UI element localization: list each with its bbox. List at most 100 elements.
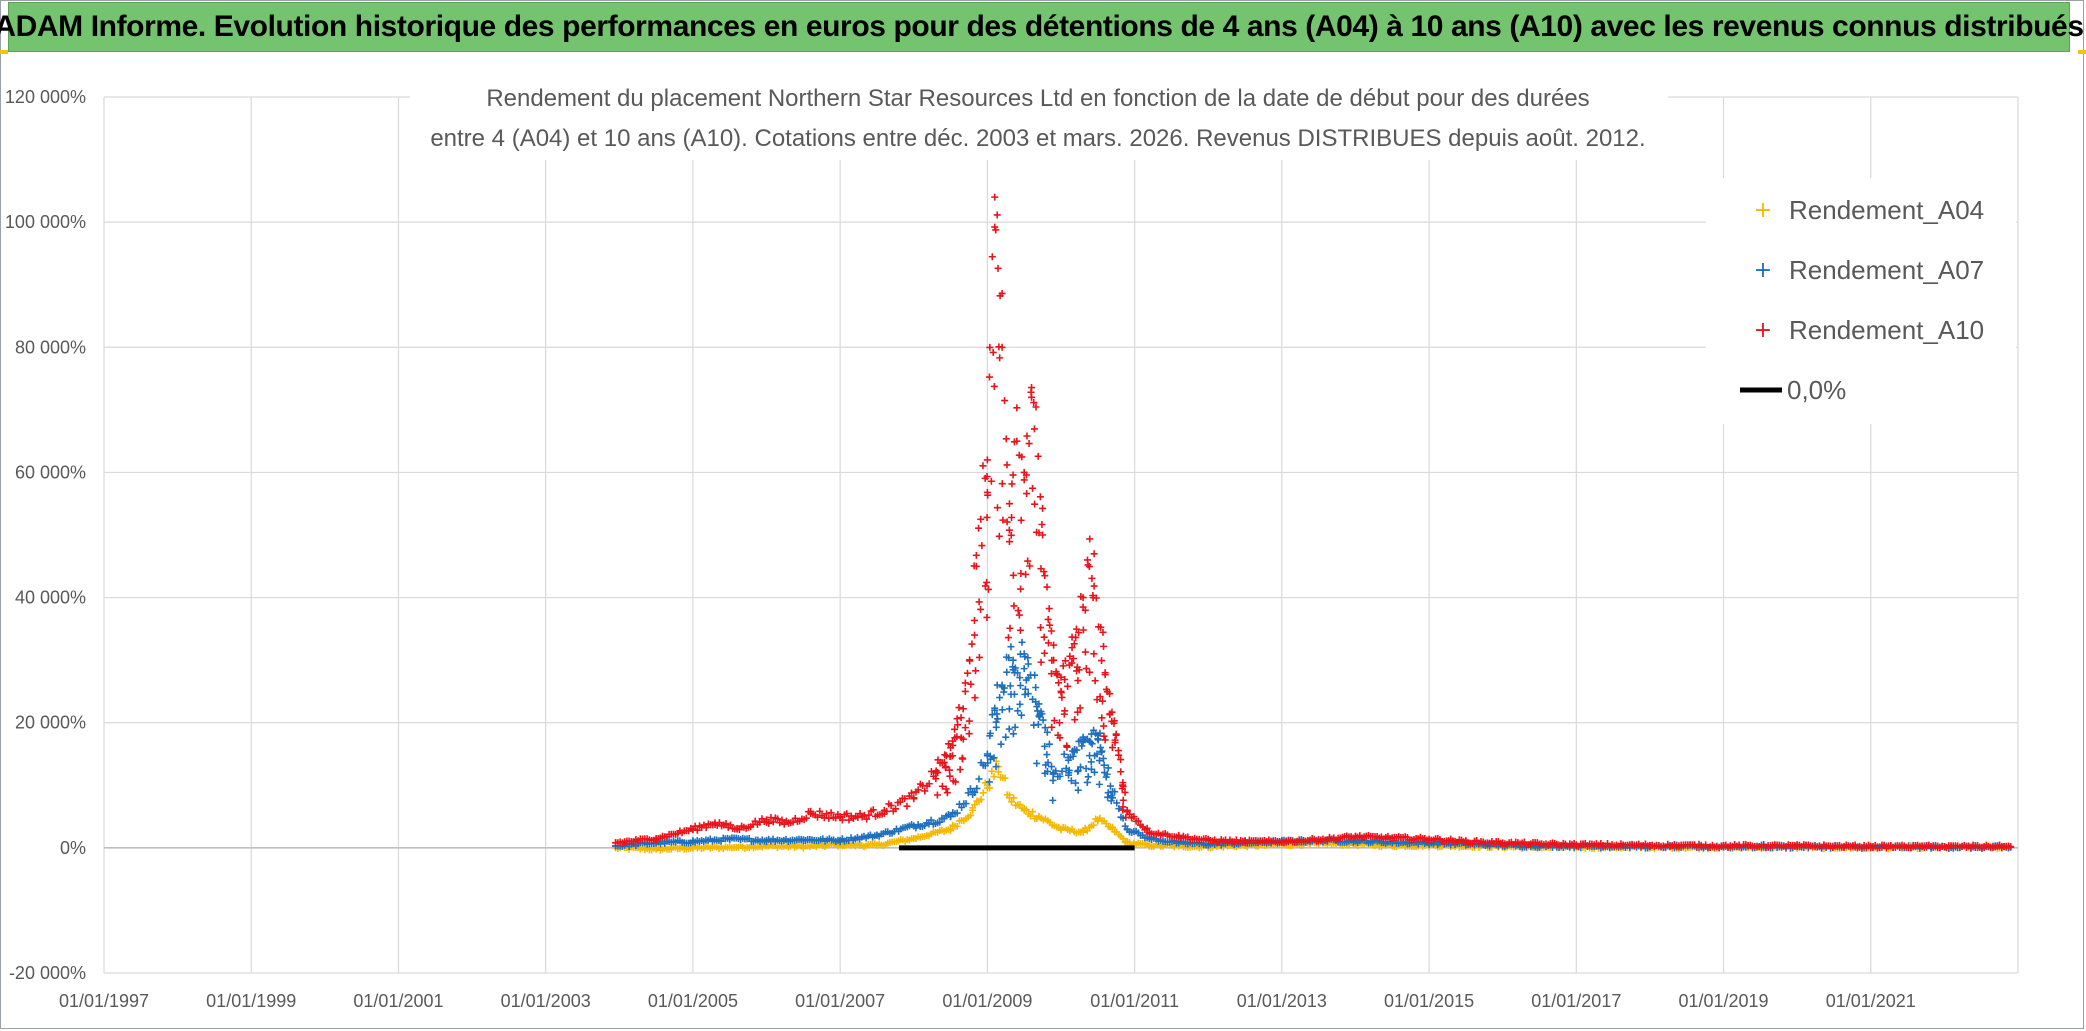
marker-a07 (1044, 759, 1052, 767)
marker-a07 (1024, 654, 1032, 662)
marker-a10 (774, 815, 782, 823)
marker-a10 (1050, 641, 1058, 649)
marker-a10 (1053, 670, 1061, 678)
marker-a10 (863, 815, 871, 823)
marker-a04 (966, 811, 974, 819)
marker-a07 (975, 775, 983, 783)
marker-a10-point (733, 825, 741, 833)
marker-a10 (1026, 562, 1034, 570)
marker-a10 (1057, 673, 1065, 681)
marker-a07 (1074, 786, 1082, 794)
marker-a07 (1003, 668, 1011, 676)
marker-a10-point (998, 343, 1006, 351)
marker-a07 (998, 706, 1006, 714)
marker-a10 (1014, 607, 1022, 615)
marker-a10 (726, 821, 734, 829)
marker-a07 (1045, 740, 1053, 748)
marker-a07 (1016, 700, 1024, 708)
marker-a10 (816, 807, 824, 815)
marker-a10-point (1050, 656, 1058, 664)
marker-a10-point (1079, 594, 1087, 602)
x-tick-label: 01/01/1999 (206, 991, 296, 1011)
marker-a10 (1004, 634, 1012, 642)
marker-a10-point (1204, 836, 1212, 844)
marker-a10 (959, 705, 967, 713)
marker-a04-point (726, 843, 734, 851)
marker-a07 (1049, 776, 1057, 784)
marker-a07 (1011, 664, 1019, 672)
marker-a10 (1028, 384, 1036, 392)
marker-a10 (1060, 710, 1068, 718)
marker-a10 (1005, 526, 1013, 534)
marker-a07 (1020, 665, 1028, 673)
marker-a04-point (1005, 794, 1013, 802)
x-tick-label: 01/01/2019 (1678, 991, 1768, 1011)
marker-a07-point (1035, 700, 1043, 708)
marker-a07 (1005, 705, 1013, 713)
marker-a10 (964, 669, 972, 677)
marker-a10 (865, 811, 873, 819)
marker-a07 (1082, 764, 1090, 772)
marker-a10 (1061, 676, 1069, 684)
marker-a10 (1048, 723, 1056, 731)
marker-a07 (1083, 778, 1091, 786)
marker-a10 (998, 480, 1006, 488)
marker-a10 (979, 462, 987, 470)
marker-a07 (1091, 768, 1099, 776)
marker-a10 (887, 802, 895, 810)
marker-a07-point (1094, 731, 1102, 739)
marker-a10-point (858, 813, 866, 821)
y-tick-label: 80 000% (15, 337, 86, 357)
marker-a07-point (998, 681, 1006, 689)
marker-a07 (1096, 757, 1104, 765)
marker-a07-point (1050, 769, 1058, 777)
marker-a10 (1085, 563, 1093, 571)
legend-marker-a10: + (1754, 318, 1772, 343)
marker-a10 (1134, 817, 1142, 825)
marker-a07-point (836, 836, 844, 844)
y-tick-label: 100 000% (5, 212, 86, 232)
marker-a10-point (1068, 644, 1076, 652)
marker-a07 (1058, 767, 1066, 775)
marker-a10 (1106, 711, 1114, 719)
marker-a10 (1010, 602, 1018, 610)
corner-accent-left (0, 50, 8, 54)
marker-a10-point (2007, 843, 2015, 851)
marker-a10-point (1499, 839, 1507, 847)
marker-a10 (1111, 739, 1119, 747)
marker-a10 (1018, 453, 1026, 461)
marker-a07 (1077, 763, 1084, 771)
marker-a10-point (910, 794, 918, 802)
x-tick-label: 01/01/2007 (795, 991, 885, 1011)
marker-a10 (975, 524, 983, 532)
marker-a07-point (947, 813, 955, 821)
x-tick-label: 01/01/2021 (1826, 991, 1916, 1011)
legend-label-a04: Rendement_A04 (1789, 195, 1984, 225)
marker-a10-point (1123, 806, 1131, 814)
marker-a10 (984, 491, 992, 499)
legend-marker-a07: + (1754, 258, 1772, 283)
marker-a07-point (969, 788, 977, 796)
marker-a10 (994, 264, 1002, 272)
marker-a10 (1092, 594, 1100, 602)
marker-a10 (1031, 500, 1039, 508)
marker-a10-point (1720, 842, 1728, 850)
marker-a10-point (1867, 843, 1875, 851)
marker-a10 (1013, 404, 1021, 412)
marker-a10 (1074, 708, 1082, 716)
marker-a10 (823, 810, 831, 818)
marker-a10 (1143, 824, 1151, 832)
marker-a10 (1081, 606, 1089, 614)
marker-a10-point (1793, 842, 1801, 850)
marker-a10 (1117, 768, 1125, 776)
marker-a07 (1097, 748, 1105, 756)
marker-a04-point (689, 844, 697, 852)
marker-a07 (987, 755, 995, 763)
axis-labels: -20 000% 0% 20 000% 40 000% 60 000% 80 000% 10… (5, 87, 1916, 1011)
marker-a10 (977, 605, 985, 613)
marker-a10-point (652, 834, 660, 842)
marker-a07 (1024, 660, 1032, 668)
marker-a07 (1084, 773, 1092, 781)
marker-a07 (1043, 767, 1051, 775)
marker-a04 (1027, 812, 1034, 820)
